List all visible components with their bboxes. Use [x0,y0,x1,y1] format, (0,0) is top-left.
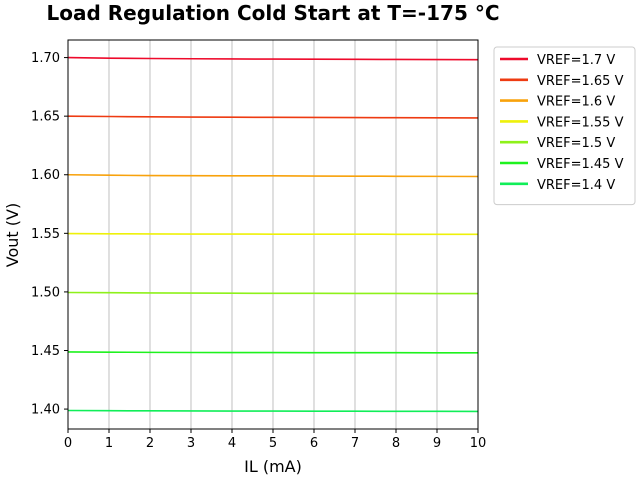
legend-label: VREF=1.5 V [537,136,615,151]
y-tick-label: 1.70 [31,51,60,66]
series-line-2 [67,173,479,178]
series-line-0 [67,56,479,61]
y-axis-label: Vout (V) [3,203,22,267]
y-tick-label: 1.50 [31,285,60,300]
series-line-1 [67,115,479,119]
x-tick-label: 8 [392,436,400,451]
x-axis: 0 1 2 3 4 5 6 7 8 9 10 [64,429,486,451]
x-tick-label: 9 [433,436,441,451]
x-tick-label: 0 [64,436,72,451]
legend-label: VREF=1.45 V [537,157,624,172]
legend-box [493,46,636,206]
series-line-6 [67,409,479,413]
x-tick-label: 1 [105,436,113,451]
x-tick-label: 5 [269,436,277,451]
series-lines [67,56,479,413]
y-tick-label: 1.45 [31,344,60,359]
x-tick-label: 2 [146,436,154,451]
series-line-4 [67,291,478,295]
chart-title: Load Regulation Cold Start at T=-175 °C [47,1,500,25]
series-line-3 [67,232,478,236]
legend-label: VREF=1.7 V [537,53,615,68]
x-tick-label: 7 [351,436,359,451]
y-tick-label: 1.60 [31,168,60,183]
x-tick-label: 6 [310,436,318,451]
y-tick-label: 1.65 [31,110,60,125]
legend-label: VREF=1.65 V [537,74,624,89]
x-axis-label: IL (mA) [244,457,302,476]
x-tick-label: 4 [228,436,236,451]
legend: VREF=1.7 V VREF=1.65 V VREF=1.6 V VREF=1.55… [493,46,636,206]
series-line-5 [67,351,478,354]
x-tick-label: 3 [187,436,195,451]
x-tick-label: 10 [470,436,487,451]
legend-label: VREF=1.55 V [537,115,624,130]
legend-label: VREF=1.4 V [537,178,615,193]
legend-label: VREF=1.6 V [537,95,615,110]
y-tick-label: 1.55 [31,227,60,242]
y-tick-label: 1.40 [31,403,60,418]
y-axis: 1.40 1.45 1.50 1.55 1.60 1.65 1.70 [31,51,68,418]
